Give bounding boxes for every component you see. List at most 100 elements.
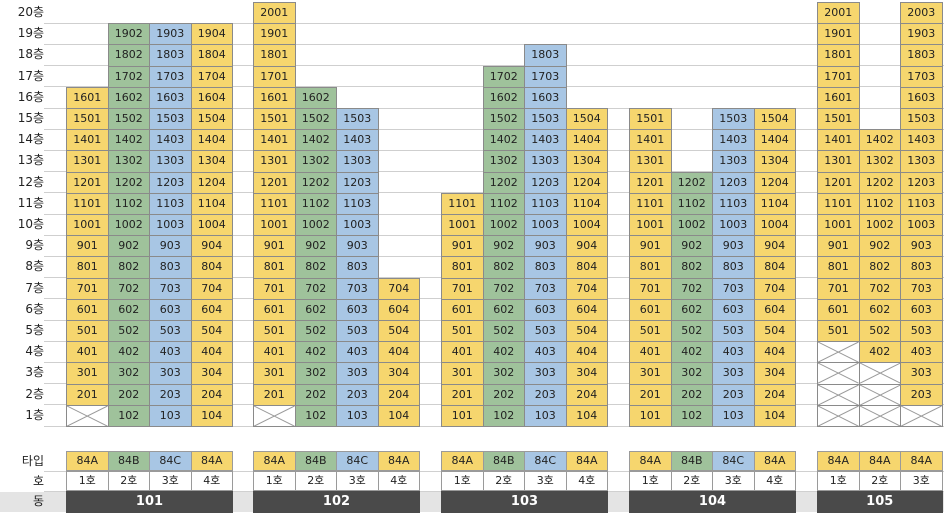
unit-number-cell: 4호 <box>190 471 233 491</box>
unit-cell: 1503 <box>712 108 755 131</box>
unit-cell: 803 <box>524 256 567 279</box>
type-cell: 84C <box>336 451 379 471</box>
unit-cell: 1004 <box>190 214 233 237</box>
unit-cell: 302 <box>482 362 525 385</box>
unit-cell: 1103 <box>900 192 943 215</box>
floor-label: 2층 <box>25 386 44 401</box>
unit-cell: 802 <box>858 256 901 279</box>
floor-label: 12층 <box>17 174 44 189</box>
unit-cell: 202 <box>670 383 713 406</box>
unit-cell: 1103 <box>336 192 379 215</box>
unit-cell: 1303 <box>149 150 192 173</box>
unit-cell: 104 <box>377 404 420 427</box>
floor-label: 3층 <box>25 365 44 380</box>
unit-cell: 902 <box>107 235 150 258</box>
unit-cell: 1601 <box>66 86 109 109</box>
type-cell: 84A <box>629 451 672 471</box>
unit-number-cell: 2호 <box>482 471 525 491</box>
unit-cell: 203 <box>900 383 943 406</box>
unit-cell: 304 <box>565 362 608 385</box>
unit-cell: 1302 <box>858 150 901 173</box>
unit-cell: 1202 <box>107 171 150 194</box>
unit-cell: 202 <box>482 383 525 406</box>
unit-cell: 1402 <box>482 129 525 152</box>
unit-cell: 1004 <box>565 214 608 237</box>
unit-cell: 101 <box>629 404 672 427</box>
unit-cell: 102 <box>670 404 713 427</box>
unit-cell: 304 <box>377 362 420 385</box>
unit-cell: 801 <box>817 256 860 279</box>
unit-cell: 403 <box>149 341 192 364</box>
unit-cell: 304 <box>190 362 233 385</box>
unit-cell: 1001 <box>817 214 860 237</box>
unit-cell: 1403 <box>149 129 192 152</box>
floor-label: 18층 <box>17 47 44 62</box>
unit-cell: 603 <box>900 298 943 321</box>
unit-cell: 502 <box>294 320 337 343</box>
unit-cell: 1303 <box>712 150 755 173</box>
unit-number-cell: 3호 <box>524 471 567 491</box>
unit-cell: 503 <box>900 320 943 343</box>
unit-cell: 201 <box>629 383 672 406</box>
unit-cell: 1103 <box>149 192 192 215</box>
unit-cell: 402 <box>294 341 337 364</box>
unit-cell: 1301 <box>817 150 860 173</box>
unit-number-cell: 4호 <box>377 471 420 491</box>
unit-cell: 103 <box>524 404 567 427</box>
unit-cell: 403 <box>336 341 379 364</box>
unit-cell: 304 <box>753 362 796 385</box>
unit-number-cell: 2호 <box>107 471 150 491</box>
unit-cell: 801 <box>66 256 109 279</box>
unit-cell: 2003 <box>900 2 943 25</box>
unit-cell: 504 <box>190 320 233 343</box>
unit-cell: 701 <box>66 277 109 300</box>
type-cell: 84A <box>441 451 484 471</box>
unit-cell: 603 <box>336 298 379 321</box>
unit-cell: 1002 <box>482 214 525 237</box>
unit-cell: 1802 <box>107 44 150 67</box>
unit-cell: 2001 <box>817 2 860 25</box>
floor-label: 19층 <box>17 26 44 41</box>
unit-cell: 1402 <box>107 129 150 152</box>
floor-label: 13층 <box>17 153 44 168</box>
unit-cell: 804 <box>190 256 233 279</box>
unit-cell: 1002 <box>670 214 713 237</box>
unit-cell: 903 <box>336 235 379 258</box>
type-cell: 84A <box>753 451 796 471</box>
unit-cell: 703 <box>712 277 755 300</box>
unit-cell: 1501 <box>66 108 109 131</box>
floor-guide-line <box>44 43 944 45</box>
unit-cell: 1301 <box>629 150 672 173</box>
unit-cell: 401 <box>629 341 672 364</box>
unit-cell: 1302 <box>482 150 525 173</box>
unit-cell: 1803 <box>524 44 567 67</box>
type-cell: 84A <box>565 451 608 471</box>
unit-number-cell: 3호 <box>336 471 379 491</box>
unit-cell: 904 <box>565 235 608 258</box>
unit-cell: 201 <box>253 383 296 406</box>
type-cell: 84C <box>149 451 192 471</box>
unit-cell: 1102 <box>858 192 901 215</box>
unit-cell: 1304 <box>565 150 608 173</box>
unit-cell: 204 <box>190 383 233 406</box>
unit-cell: 1001 <box>441 214 484 237</box>
unit-cell: 1703 <box>524 65 567 88</box>
unit-cell: 1602 <box>482 86 525 109</box>
unit-cell: 802 <box>482 256 525 279</box>
unit-cell: 1203 <box>900 171 943 194</box>
unit-cell: 903 <box>149 235 192 258</box>
unit-cell: 1504 <box>190 108 233 131</box>
unit-cell: 101 <box>441 404 484 427</box>
type-cell: 84A <box>858 451 901 471</box>
unit-cell: 1604 <box>190 86 233 109</box>
unit-cell: 503 <box>336 320 379 343</box>
unit-cell: 1302 <box>107 150 150 173</box>
type-cell: 84A <box>817 451 860 471</box>
unit-cell: 1703 <box>149 65 192 88</box>
unit-cell: 301 <box>629 362 672 385</box>
unit-cell: 1001 <box>66 214 109 237</box>
unit-cell: 1301 <box>253 150 296 173</box>
unit-cell: 1203 <box>149 171 192 194</box>
unit-cell: 603 <box>712 298 755 321</box>
unit-cell: 703 <box>900 277 943 300</box>
